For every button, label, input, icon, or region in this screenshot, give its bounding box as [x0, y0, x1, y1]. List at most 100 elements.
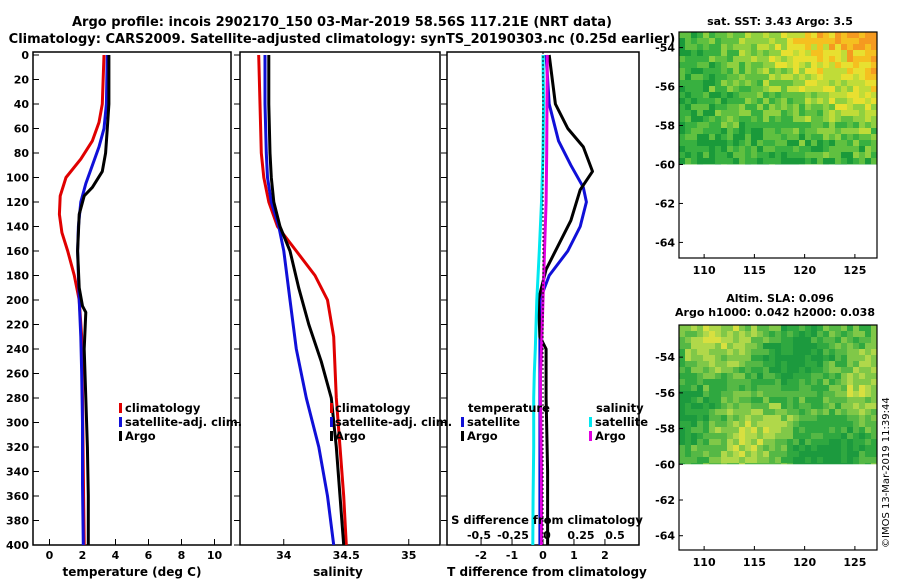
- heatmap-cell: [697, 433, 703, 439]
- heatmap-cell: [721, 415, 727, 421]
- heatmap-cell: [859, 38, 865, 44]
- heatmap-cell: [745, 32, 751, 38]
- heatmap-cell: [715, 146, 721, 152]
- heatmap-cell: [769, 62, 775, 68]
- heatmap-cell: [847, 391, 853, 397]
- heatmap-cell: [757, 451, 763, 457]
- heatmap-cell: [691, 451, 697, 457]
- heatmap-cell: [709, 146, 715, 152]
- heatmap-cell: [787, 373, 793, 379]
- heatmap-cell: [853, 44, 859, 50]
- heatmap-cell: [751, 343, 757, 349]
- heatmap-cell: [865, 415, 871, 421]
- heatmap-cell: [775, 379, 781, 385]
- heatmap-cell: [817, 134, 823, 140]
- heatmap-cell: [763, 337, 769, 343]
- heatmap-cell: [745, 56, 751, 62]
- sst-lat-ticks: -54-56-58-60-62-64: [655, 42, 683, 249]
- heatmap-cell: [829, 128, 835, 134]
- heatmap-cell: [817, 152, 823, 158]
- heatmap-cell: [745, 343, 751, 349]
- heatmap-cell: [817, 391, 823, 397]
- heatmap-cell: [805, 50, 811, 56]
- heatmap-cell: [787, 146, 793, 152]
- heatmap-cell: [835, 367, 841, 373]
- heatmap-cell: [847, 421, 853, 427]
- heatmap-cell: [697, 92, 703, 98]
- heatmap-cell: [805, 331, 811, 337]
- heatmap-cell: [709, 152, 715, 158]
- heatmap-cell: [835, 110, 841, 116]
- heatmap-cell: [829, 463, 835, 465]
- heatmap-cell: [745, 385, 751, 391]
- heatmap-cell: [781, 325, 787, 331]
- heatmap-cell: [793, 110, 799, 116]
- heatmap-cell: [685, 337, 691, 343]
- heatmap-cell: [733, 355, 739, 361]
- heatmap-cell: [745, 367, 751, 373]
- heatmap-cell: [703, 50, 709, 56]
- heatmap-cell: [847, 379, 853, 385]
- heatmap-cell: [823, 86, 829, 92]
- heatmap-cell: [679, 361, 685, 367]
- legend-marker-satellite: [119, 417, 122, 427]
- heatmap-cell: [769, 403, 775, 409]
- heatmap-cell: [793, 433, 799, 439]
- heatmap-cell: [757, 325, 763, 331]
- heatmap-cell: [871, 379, 877, 385]
- heatmap-cell: [841, 343, 847, 349]
- heatmap-cell: [805, 32, 811, 38]
- heatmap-cell: [829, 409, 835, 415]
- heatmap-cell: [691, 343, 697, 349]
- heatmap-cell: [751, 80, 757, 86]
- sla-map-title-line1: Altim. SLA: 0.096: [726, 292, 834, 305]
- heatmap-cell: [865, 445, 871, 451]
- heatmap-cell: [751, 331, 757, 337]
- heatmap-cell: [793, 445, 799, 451]
- heatmap-cell: [733, 98, 739, 104]
- heatmap-cell: [865, 433, 871, 439]
- heatmap-cell: [871, 463, 877, 465]
- heatmap-cell: [853, 427, 859, 433]
- heatmap-cell: [763, 385, 769, 391]
- heatmap-cell: [841, 373, 847, 379]
- heatmap-cell: [751, 379, 757, 385]
- heatmap-cell: [739, 433, 745, 439]
- heatmap-cell: [847, 50, 853, 56]
- depth-tick-label: 80: [14, 147, 30, 160]
- depth-tick-label: 360: [6, 490, 29, 503]
- heatmap-cell: [691, 367, 697, 373]
- heatmap-cell: [817, 379, 823, 385]
- heatmap-cell: [697, 146, 703, 152]
- heatmap-cell: [865, 427, 871, 433]
- heatmap-cell: [685, 331, 691, 337]
- heatmap-cell: [811, 158, 817, 164]
- heatmap-cell: [817, 325, 823, 331]
- heatmap-cell: [775, 349, 781, 355]
- heatmap-cell: [787, 379, 793, 385]
- heatmap-cell: [697, 415, 703, 421]
- heatmap-cell: [865, 385, 871, 391]
- heatmap-cell: [691, 62, 697, 68]
- heatmap-cell: [757, 104, 763, 110]
- heatmap-cell: [685, 379, 691, 385]
- heatmap-cell: [709, 68, 715, 74]
- heatmap-cell: [775, 116, 781, 122]
- heatmap-cell: [757, 56, 763, 62]
- heatmap-cell: [709, 32, 715, 38]
- heatmap-cell: [829, 379, 835, 385]
- heatmap-cell: [721, 361, 727, 367]
- heatmap-cell: [721, 421, 727, 427]
- heatmap-cell: [691, 86, 697, 92]
- heatmap-cell: [787, 80, 793, 86]
- heatmap-cell: [691, 44, 697, 50]
- heatmap-cell: [757, 439, 763, 445]
- heatmap-cell: [841, 349, 847, 355]
- heatmap-cell: [787, 343, 793, 349]
- heatmap-cell: [853, 110, 859, 116]
- heatmap-cell: [679, 104, 685, 110]
- heatmap-cell: [853, 373, 859, 379]
- x-tick-label: 1: [570, 549, 578, 562]
- heatmap-cell: [787, 457, 793, 463]
- heatmap-cell: [691, 140, 697, 146]
